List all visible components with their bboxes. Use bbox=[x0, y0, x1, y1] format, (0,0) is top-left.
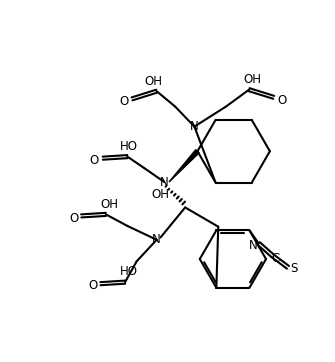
Text: C: C bbox=[271, 252, 280, 265]
Text: O: O bbox=[90, 154, 99, 167]
Text: O: O bbox=[69, 212, 78, 225]
Text: N: N bbox=[160, 176, 169, 189]
Text: N: N bbox=[152, 233, 161, 246]
Text: HO: HO bbox=[120, 265, 138, 278]
Text: S: S bbox=[290, 262, 298, 275]
Text: O: O bbox=[278, 94, 287, 107]
Polygon shape bbox=[169, 150, 199, 182]
Text: O: O bbox=[119, 96, 128, 109]
Text: OH: OH bbox=[151, 188, 170, 201]
Text: O: O bbox=[88, 279, 97, 292]
Text: OH: OH bbox=[145, 75, 162, 88]
Text: OH: OH bbox=[100, 198, 118, 211]
Text: N: N bbox=[249, 239, 258, 252]
Text: HO: HO bbox=[120, 140, 138, 153]
Text: OH: OH bbox=[243, 73, 261, 86]
Text: N: N bbox=[190, 120, 199, 133]
